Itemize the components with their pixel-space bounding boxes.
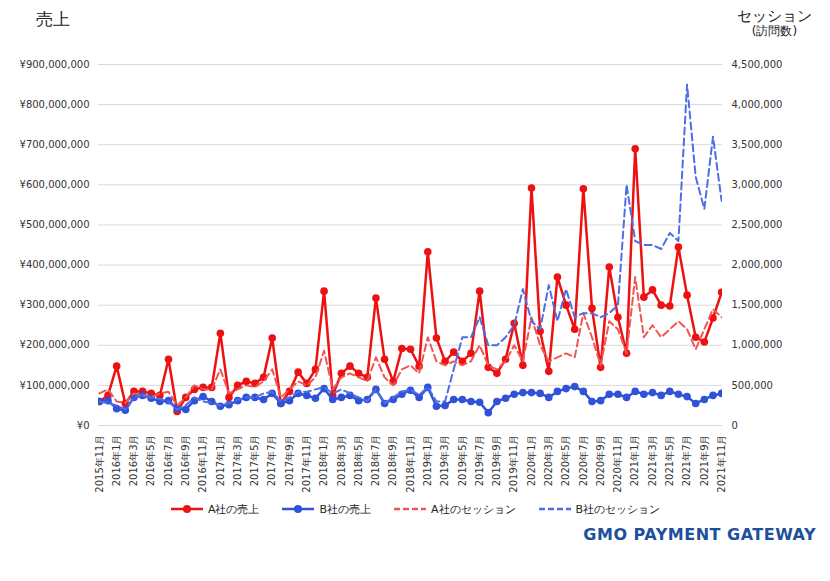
- svg-text:3,500,000: 3,500,000: [732, 139, 783, 150]
- svg-text:2016年9月: 2016年9月: [180, 435, 191, 487]
- svg-text:2016年1月: 2016年1月: [111, 435, 122, 487]
- svg-text:2018年9月: 2018年9月: [387, 435, 398, 487]
- html-text:A社の売上: A社の売上: [207, 502, 260, 516]
- svg-text:4,000,000: 4,000,000: [732, 99, 783, 110]
- svg-text:2018年5月: 2018年5月: [353, 435, 364, 487]
- svg-text:2018年7月: 2018年7月: [370, 435, 381, 487]
- svg-text:¥100,000,000: ¥100,000,000: [20, 380, 90, 391]
- svg-text:500,000: 500,000: [732, 380, 773, 391]
- svg-text:2,000,000: 2,000,000: [732, 259, 783, 270]
- svg-text:¥800,000,000: ¥800,000,000: [20, 99, 90, 110]
- svg-text:2019年1月: 2019年1月: [422, 435, 433, 487]
- svg-text:2019年11月: 2019年11月: [508, 435, 519, 493]
- svg-text:¥200,000,000: ¥200,000,000: [20, 339, 90, 350]
- html-text:(訪問数): (訪問数): [751, 24, 798, 39]
- svg-text:2020年9月: 2020年9月: [595, 435, 606, 487]
- svg-text:¥300,000,000: ¥300,000,000: [20, 299, 90, 310]
- svg-text:2020年5月: 2020年5月: [560, 435, 571, 487]
- svg-text:2021年11月: 2021年11月: [716, 435, 727, 493]
- svg-text:2020年1月: 2020年1月: [526, 435, 537, 487]
- svg-text:2017年11月: 2017年11月: [301, 435, 312, 493]
- svg-text:2019年3月: 2019年3月: [439, 435, 450, 487]
- html-text:GMO PAYMENT GATEWAY: GMO PAYMENT GATEWAY: [583, 525, 816, 544]
- svg-text:¥500,000,000: ¥500,000,000: [20, 219, 90, 230]
- svg-text:3,000,000: 3,000,000: [732, 179, 783, 190]
- svg-text:¥900,000,000: ¥900,000,000: [20, 59, 90, 70]
- svg-text:2018年3月: 2018年3月: [336, 435, 347, 487]
- svg-text:¥0: ¥0: [77, 420, 90, 431]
- svg-text:2019年9月: 2019年9月: [491, 435, 502, 487]
- svg-text:¥600,000,000: ¥600,000,000: [20, 179, 90, 190]
- svg-text:2019年7月: 2019年7月: [474, 435, 485, 487]
- svg-text:2017年9月: 2017年9月: [284, 435, 295, 487]
- svg-text:0: 0: [732, 420, 738, 431]
- html-text:B社の売上: B社の売上: [319, 502, 371, 516]
- svg-text:2017年7月: 2017年7月: [266, 435, 277, 487]
- svg-text:2021年1月: 2021年1月: [629, 435, 640, 487]
- html-text:セッション: セッション: [737, 7, 812, 25]
- svg-text:2018年11月: 2018年11月: [405, 435, 416, 493]
- svg-text:1,000,000: 1,000,000: [732, 339, 783, 350]
- svg-text:2021年3月: 2021年3月: [647, 435, 658, 487]
- svg-text:¥400,000,000: ¥400,000,000: [20, 259, 90, 270]
- svg-text:2016年7月: 2016年7月: [163, 435, 174, 487]
- svg-text:2017年5月: 2017年5月: [249, 435, 260, 487]
- svg-text:4,500,000: 4,500,000: [732, 59, 783, 70]
- svg-text:2015年11月: 2015年11月: [94, 435, 105, 493]
- svg-text:2021年5月: 2021年5月: [664, 435, 675, 487]
- svg-text:2016年11月: 2016年11月: [197, 435, 208, 493]
- svg-text:2017年3月: 2017年3月: [232, 435, 243, 487]
- svg-text:2018年1月: 2018年1月: [318, 435, 329, 487]
- svg-text:2016年5月: 2016年5月: [145, 435, 156, 487]
- svg-text:2,500,000: 2,500,000: [732, 219, 783, 230]
- svg-text:2019年5月: 2019年5月: [457, 435, 468, 487]
- html-text:B社のセッション: B社のセッション: [575, 502, 661, 516]
- svg-text:2021年7月: 2021年7月: [681, 435, 692, 487]
- svg-text:2020年7月: 2020年7月: [578, 435, 589, 487]
- svg-text:2016年3月: 2016年3月: [128, 435, 139, 487]
- svg-text:2021年9月: 2021年9月: [699, 435, 710, 487]
- svg-text:2020年11月: 2020年11月: [612, 435, 623, 493]
- svg-text:¥700,000,000: ¥700,000,000: [20, 139, 90, 150]
- svg-text:1,500,000: 1,500,000: [732, 299, 783, 310]
- svg-text:2020年3月: 2020年3月: [543, 435, 554, 487]
- html-text:売上: 売上: [36, 9, 70, 29]
- svg-text:2017年1月: 2017年1月: [215, 435, 226, 487]
- html-text:A社のセッション: A社のセッション: [431, 502, 516, 516]
